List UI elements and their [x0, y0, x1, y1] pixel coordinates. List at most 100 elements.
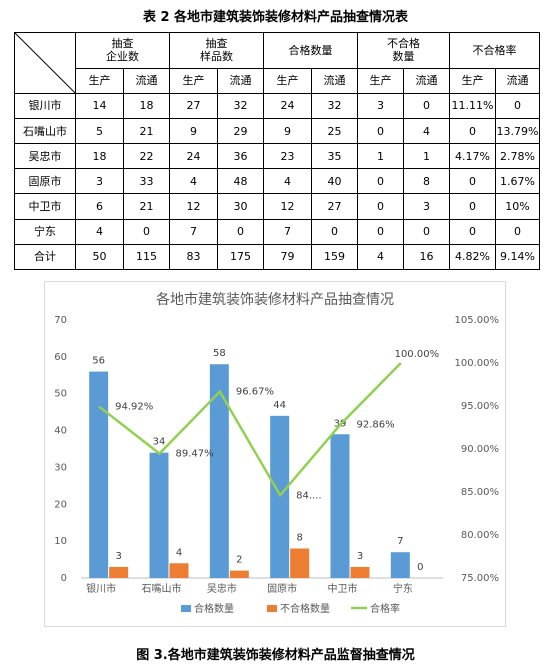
- table-cell: 175: [217, 243, 264, 271]
- table-cell: 25: [311, 117, 358, 145]
- unqualified-count-label: 3: [115, 551, 121, 562]
- right-axis-tick-label: 85.00%: [461, 487, 499, 498]
- unqualified-count-bar: [350, 566, 370, 578]
- table-cell: 22: [123, 143, 170, 170]
- right-axis-tick-label: 100.00%: [455, 358, 500, 369]
- category-label: 固原市: [267, 582, 297, 595]
- table-cell: 4: [403, 117, 450, 145]
- table-cell: 32: [311, 92, 358, 119]
- table-row: 中卫市 6 21 12 30 12 27 0 3 0 10%: [14, 193, 540, 220]
- table-cell: 50: [75, 243, 124, 271]
- pass-rate-label: 84....: [296, 490, 321, 501]
- legend-label: 合格数量: [194, 602, 234, 615]
- table-cell: 29: [217, 117, 264, 145]
- qualified-count-bar: [89, 371, 109, 578]
- row-city-label: 中卫市: [14, 193, 76, 220]
- right-axis-tick-label: 75.00%: [461, 573, 499, 584]
- category-label: 石嘴山市: [142, 582, 182, 595]
- table-cell: 6: [75, 193, 124, 220]
- left-axis-tick-label: 50: [54, 389, 67, 400]
- table-cell: 159: [311, 243, 358, 271]
- figure-caption: 图 3.各地市建筑装饰装修材料产品监督抽查情况: [136, 648, 415, 663]
- row-city-label: 宁东: [14, 218, 76, 245]
- unqualified-count-label: 4: [176, 547, 182, 558]
- table-cell: 11.11%: [449, 92, 496, 119]
- table-cell: 32: [217, 92, 264, 119]
- inspection-table: 抽查 企业数 抽查 样品数 合格数量 不合格 数量 不合格率 生产 流通 生产 流通生…: [14, 32, 540, 271]
- header-sample-count: 抽查 样品数: [169, 32, 264, 69]
- table-cell: 79: [263, 243, 312, 271]
- right-axis-tick-label: 95.00%: [461, 401, 499, 412]
- unqualified-count-label: 0: [417, 562, 423, 573]
- right-axis-tick-label: 80.00%: [461, 530, 499, 541]
- table-cell: 12: [263, 193, 312, 220]
- table-row: 固原市 3 33 4 48 4 40 0 8 0 1.67%: [14, 168, 540, 195]
- table-cell: 1: [403, 143, 450, 170]
- left-axis-tick-label: 10: [54, 536, 67, 547]
- legend-label: 合格率: [370, 602, 400, 615]
- table-cell: 4: [169, 168, 218, 195]
- table-cell: 7: [263, 218, 312, 245]
- table-cell: 48: [217, 168, 264, 195]
- table-cell: 5: [75, 117, 124, 145]
- header-unqualified-rate: 不合格率: [449, 32, 540, 69]
- table-corner-cell: [14, 32, 76, 94]
- table-cell: 4.82%: [449, 243, 496, 271]
- table-cell: 24: [169, 143, 218, 170]
- left-axis-tick-label: 40: [54, 426, 67, 437]
- pass-rate-label: 94.92%: [115, 402, 153, 413]
- category-label: 中卫市: [328, 582, 358, 595]
- table-cell: 115: [123, 243, 170, 271]
- table-cell: 21: [123, 117, 170, 145]
- sub-header-production: 生产: [75, 67, 124, 94]
- sub-header-production: 生产: [449, 67, 496, 94]
- legend-label: 不合格数量: [280, 602, 330, 615]
- qualified-count-label: 34: [153, 437, 166, 448]
- table-cell: 30: [217, 193, 264, 220]
- table-cell: 35: [311, 143, 358, 170]
- pass-rate-label: 100.00%: [395, 349, 440, 360]
- table-row: 宁东 4 0 7 0 7 0 0 0 0 0: [14, 218, 540, 245]
- unqualified-count-label: 3: [357, 551, 363, 562]
- table-cell: 83: [169, 243, 218, 271]
- table-cell: 3: [403, 193, 450, 220]
- category-label: 吴忠市: [207, 582, 237, 595]
- chart-canvas: 各地市建筑装饰装修材料产品抽查情况01020304050607075.00%80…: [54, 291, 500, 615]
- qualified-count-label: 58: [213, 348, 226, 359]
- table-cell: 21: [123, 193, 170, 220]
- table-cell: 0: [123, 218, 170, 245]
- left-axis-tick-label: 30: [54, 462, 67, 473]
- unqualified-count-bar: [290, 548, 310, 578]
- row-city-label: 合计: [14, 243, 76, 271]
- table-row: 银川市 14 18 27 32 24 32 3 0 11.11% 0: [14, 92, 540, 119]
- table-cell: 16: [403, 243, 450, 271]
- unqualified-count-bar: [109, 566, 129, 578]
- qualified-count-label: 7: [397, 536, 403, 547]
- table-cell: 3: [75, 168, 124, 195]
- qualified-count-bar: [330, 434, 350, 578]
- sub-header-production: 生产: [263, 67, 312, 94]
- left-axis-tick-label: 20: [54, 499, 67, 510]
- table-cell: 1: [357, 143, 404, 170]
- table-cell: 8: [403, 168, 450, 195]
- left-axis-tick-label: 60: [54, 352, 67, 363]
- table-cell: 0: [449, 193, 496, 220]
- unqualified-count-bar: [229, 570, 249, 578]
- table-cell: 4: [263, 168, 312, 195]
- table-title: 表 2 各地市建筑装饰装修材料产品抽查情况表: [142, 10, 409, 25]
- table-row: 石嘴山市 5 21 9 29 9 25 0 4 0 13.79%: [14, 117, 540, 145]
- qualified-count-bar: [270, 415, 290, 578]
- table-cell: 2.78%: [495, 143, 540, 170]
- header-qualified-count: 合格数量: [263, 32, 358, 69]
- table-cell: 10%: [495, 193, 540, 220]
- table-cell: 0: [403, 92, 450, 119]
- pass-rate-label: 96.67%: [236, 387, 274, 398]
- table-cell: 7: [169, 218, 218, 245]
- sub-header-production: 生产: [357, 67, 404, 94]
- table-cell: 4.17%: [449, 143, 496, 170]
- table-cell: 24: [263, 92, 312, 119]
- table-cell: 4: [75, 218, 124, 245]
- left-axis-tick-label: 0: [61, 573, 67, 584]
- qualified-count-bar: [390, 552, 410, 578]
- combo-chart: 各地市建筑装饰装修材料产品抽查情况 0 10 20 30 40 50 60 70 75.00% 80…: [44, 281, 506, 627]
